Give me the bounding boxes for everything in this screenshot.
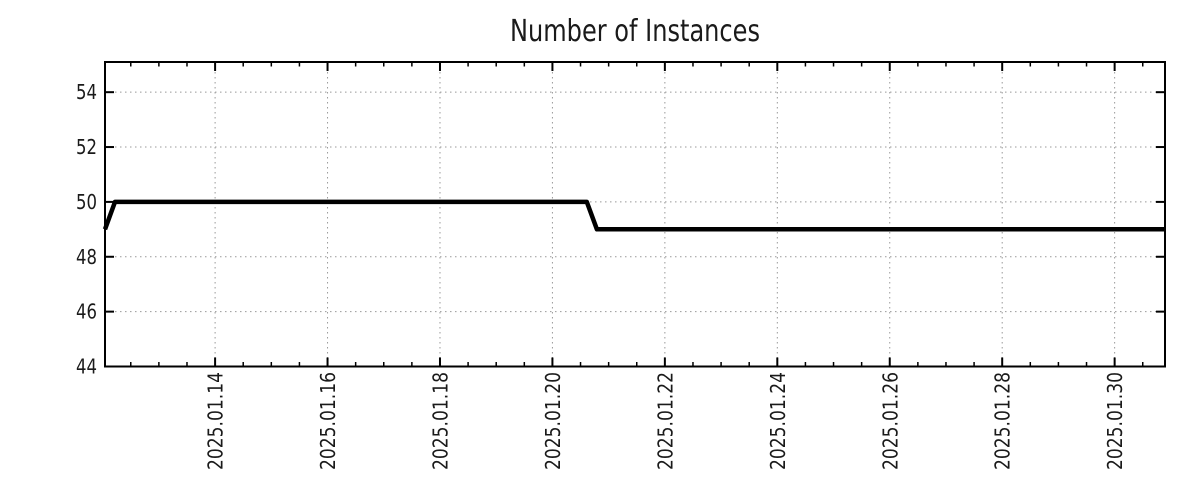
y-tick-label: 44 — [76, 355, 97, 379]
y-tick-label: 46 — [76, 300, 97, 324]
y-tick-label: 52 — [76, 135, 97, 159]
tick-label-layer: 54 52 50 48 46 44 2025.01.14 2025.01.16 2025.01.… — [76, 80, 1127, 470]
chart-title: Number of Instances — [510, 14, 760, 49]
x-tick-label: 2025.01.28 — [991, 372, 1015, 470]
x-tick-label: 2025.01.20 — [541, 372, 565, 470]
plot-border — [104, 61, 1166, 368]
y-tick-label: 50 — [76, 190, 97, 214]
series-instances — [102, 199, 1165, 232]
y-tick-label: 48 — [76, 245, 97, 269]
x-tick-label: 2025.01.30 — [1103, 372, 1127, 470]
x-tick-label: 2025.01.26 — [878, 372, 902, 470]
x-tick-label: 2025.01.14 — [204, 372, 228, 470]
x-tick-label: 2025.01.24 — [766, 372, 790, 470]
series-layer — [102, 199, 1165, 232]
x-tick-label: 2025.01.16 — [316, 372, 340, 470]
x-tick-label: 2025.01.22 — [653, 372, 677, 470]
y-tick-label: 54 — [76, 80, 97, 104]
axis-layer — [104, 61, 1166, 368]
x-tick-label: 2025.01.18 — [428, 372, 452, 470]
grid-layer — [105, 62, 1165, 367]
